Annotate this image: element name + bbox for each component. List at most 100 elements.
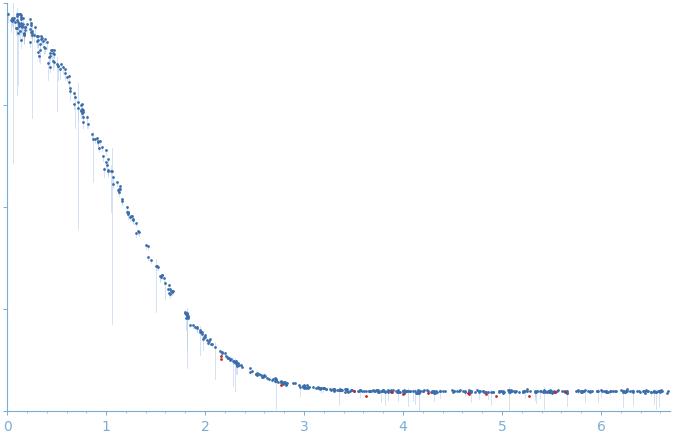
Point [19, 30, 30, 37]
Point [571, 387, 581, 394]
Point [157, 272, 168, 279]
Point [183, 315, 194, 322]
Point [334, 386, 345, 393]
Point [98, 153, 108, 160]
Point [33, 52, 44, 59]
Point [321, 385, 332, 392]
Point [543, 388, 554, 395]
Point [376, 388, 386, 395]
Point [58, 63, 69, 70]
Point [279, 378, 289, 385]
Point [295, 384, 306, 391]
Point [33, 48, 44, 55]
Point [607, 388, 618, 395]
Point [592, 387, 603, 394]
Point [33, 33, 44, 40]
Point [94, 137, 105, 144]
Point [562, 389, 573, 396]
Point [353, 388, 363, 395]
Point [191, 324, 202, 331]
Point [534, 388, 545, 395]
Point [551, 388, 562, 395]
Point [65, 87, 76, 94]
Point [164, 291, 175, 298]
Point [282, 380, 293, 387]
Point [361, 392, 371, 399]
Point [48, 50, 59, 57]
Point [143, 243, 154, 250]
Point [36, 33, 46, 40]
Point [29, 24, 40, 31]
Point [16, 22, 27, 29]
Point [180, 310, 191, 317]
Point [315, 385, 326, 392]
Point [40, 45, 50, 52]
Point [407, 387, 418, 394]
Point [102, 167, 113, 174]
Point [101, 147, 112, 154]
Point [606, 387, 616, 394]
Point [9, 14, 20, 21]
Point [232, 361, 242, 368]
Point [278, 381, 289, 388]
Point [447, 387, 458, 394]
Point [573, 388, 583, 395]
Point [234, 362, 245, 369]
Point [449, 388, 460, 395]
Point [340, 388, 351, 395]
Point [125, 214, 135, 221]
Point [504, 387, 515, 394]
Point [87, 131, 98, 138]
Point [20, 27, 30, 34]
Point [194, 328, 205, 335]
Point [16, 11, 27, 18]
Point [643, 388, 653, 395]
Point [46, 47, 57, 54]
Point [302, 382, 313, 388]
Point [635, 388, 646, 395]
Point [222, 354, 233, 361]
Point [42, 60, 53, 67]
Point [181, 313, 192, 320]
Point [13, 18, 24, 25]
Point [454, 387, 465, 394]
Point [582, 387, 593, 394]
Point [518, 388, 528, 395]
Point [553, 387, 563, 394]
Point [13, 21, 24, 28]
Point [166, 288, 176, 295]
Point [401, 388, 412, 395]
Point [488, 388, 499, 395]
Point [27, 27, 38, 34]
Point [466, 388, 476, 395]
Point [42, 39, 52, 46]
Point [180, 315, 191, 322]
Point [587, 387, 598, 394]
Point [463, 390, 474, 397]
Point [342, 386, 353, 393]
Point [458, 388, 468, 395]
Point [92, 138, 103, 145]
Point [32, 33, 42, 40]
Point [35, 40, 46, 47]
Point [454, 388, 464, 395]
Point [318, 385, 329, 392]
Point [332, 387, 343, 394]
Point [269, 378, 280, 385]
Point [328, 385, 339, 392]
Point [12, 30, 23, 37]
Point [619, 388, 630, 395]
Point [216, 352, 227, 359]
Point [196, 328, 207, 335]
Point [544, 388, 555, 395]
Point [231, 359, 242, 366]
Point [128, 216, 139, 223]
Point [168, 288, 178, 295]
Point [495, 387, 506, 394]
Point [202, 337, 213, 344]
Point [398, 387, 409, 394]
Point [335, 386, 346, 393]
Point [200, 331, 211, 338]
Point [122, 210, 133, 217]
Point [653, 388, 664, 395]
